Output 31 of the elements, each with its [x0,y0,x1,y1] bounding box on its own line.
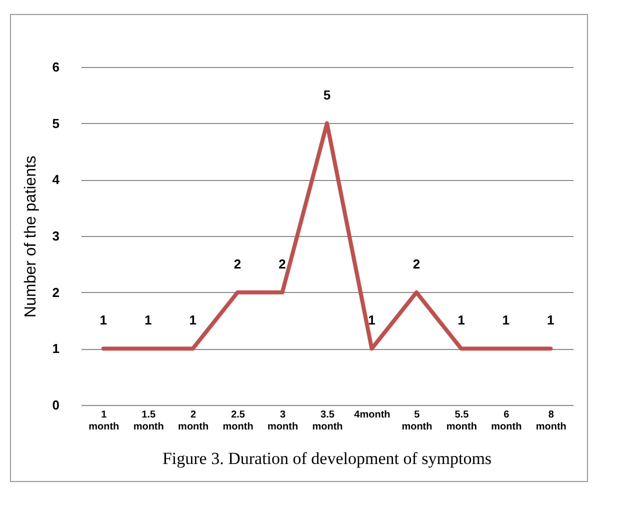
data-label: 2 [412,256,420,272]
x-tick-label: 8 month [536,410,566,432]
x-tick-label: 2.5 month [222,410,254,432]
data-label: 1 [458,312,465,328]
text: Figure 3. Duration of development of symptoms [162,449,492,468]
data-label: 2 [234,256,242,272]
x-tick-label: 4month [354,410,390,420]
y-tick-label: 2 [52,284,60,300]
data-label: 2 [278,256,286,272]
y-tick-label: 4 [52,172,60,188]
y-axis-title: Number of the patients [22,156,40,318]
x-tick-label: 1 month [88,410,120,432]
y-tick-label: 6 [52,60,60,74]
x-tick-label: 1.5 month [133,410,164,432]
data-label: 1 [502,312,510,328]
y-tick-label: 1 [52,341,60,356]
data-label: 1 [100,312,107,328]
x-tick-label: 5 month [402,410,432,432]
y-tick-label: 5 [52,116,60,131]
x-tick-label: 2 month [178,410,209,432]
data-label: 1 [368,312,376,328]
x-tick-label: 5.5 month [446,410,477,432]
y-tick-label: 0 [52,398,60,412]
x-tick-label: 6 month [491,410,522,432]
x-tick-label: 3 month [268,410,298,432]
data-label: 1 [189,312,196,328]
data-label: 5 [323,87,331,102]
data-label: 1 [547,312,554,328]
x-tick-label: 3.5 month [312,410,343,432]
y-tick-label: 3 [52,228,60,244]
data-label: 1 [144,312,152,328]
